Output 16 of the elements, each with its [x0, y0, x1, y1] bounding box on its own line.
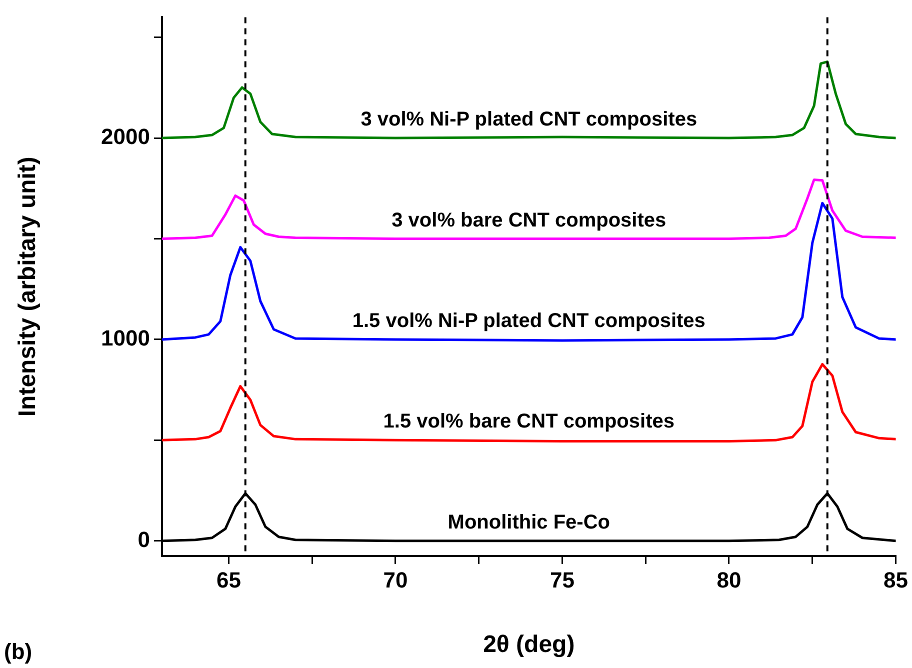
- text: (b): [4, 639, 32, 664]
- x-tick-label: 65: [216, 567, 241, 592]
- y-tick-label: 1000: [101, 326, 150, 351]
- y-tick-label: 2000: [101, 124, 150, 150]
- series-label: Monolithic Fe-Co: [448, 511, 610, 534]
- y-axis-title: Intensity (arbitary unit): [14, 156, 42, 417]
- x-tick-label: 80: [716, 567, 742, 592]
- series-label: 1.5 vol% Ni-P plated CNT composites: [352, 310, 706, 332]
- x-axis-title: 2θ (deg): [483, 631, 575, 658]
- x-tick-label: 70: [383, 567, 408, 592]
- x-tick-label: 85: [884, 567, 908, 592]
- series-label: 3 vol% Ni-P plated CNT composites: [360, 108, 698, 131]
- series-label: 1.5 vol% bare CNT composites: [383, 410, 674, 433]
- y-tick-label: 0: [138, 526, 150, 552]
- x-tick-label: 75: [550, 567, 574, 592]
- series-label: 3 vol% bare CNT composites: [392, 209, 666, 232]
